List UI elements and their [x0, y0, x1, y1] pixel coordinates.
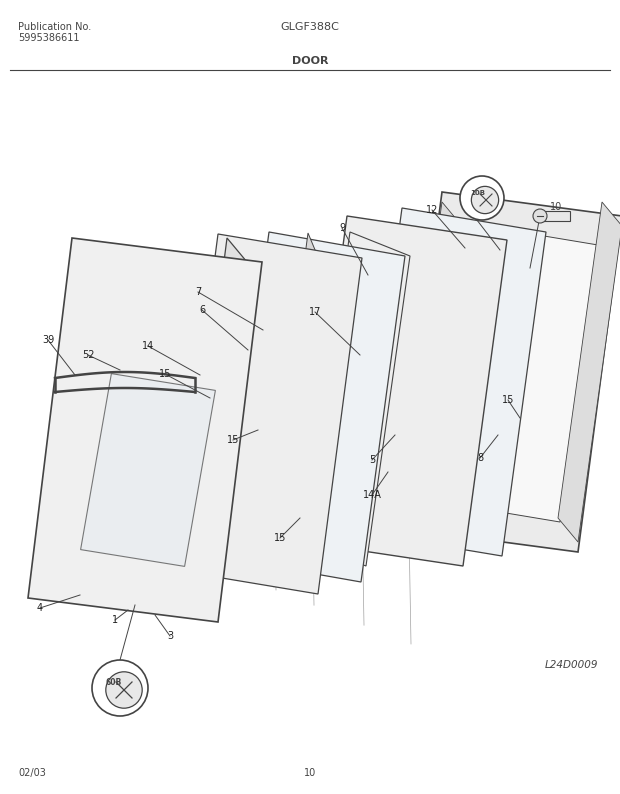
Text: 17: 17 [309, 307, 321, 317]
Text: DOOR: DOOR [292, 56, 328, 66]
Text: 6: 6 [199, 305, 205, 315]
Text: 8: 8 [477, 453, 483, 463]
Polygon shape [303, 216, 507, 566]
Polygon shape [416, 222, 604, 522]
Text: GLGF388C: GLGF388C [281, 22, 339, 32]
Polygon shape [306, 232, 410, 566]
Polygon shape [225, 232, 405, 582]
Text: 39: 39 [42, 335, 54, 345]
Circle shape [471, 187, 498, 214]
Text: 4: 4 [37, 603, 43, 613]
Circle shape [460, 176, 504, 220]
Polygon shape [540, 211, 570, 221]
Text: 5: 5 [369, 455, 375, 465]
Text: L24D0009: L24D0009 [545, 660, 598, 670]
Text: 14: 14 [142, 341, 154, 351]
Polygon shape [81, 374, 215, 566]
Polygon shape [398, 192, 620, 552]
Text: 02/03: 02/03 [18, 768, 46, 778]
Circle shape [533, 209, 547, 223]
Text: 10: 10 [304, 768, 316, 778]
Text: 14A: 14A [363, 490, 381, 500]
Text: 12: 12 [426, 205, 438, 215]
Text: 15: 15 [274, 533, 286, 543]
Polygon shape [28, 238, 262, 622]
Text: 60B: 60B [106, 678, 122, 687]
Text: 15: 15 [502, 395, 514, 405]
Text: 15: 15 [227, 435, 239, 445]
Polygon shape [264, 233, 318, 587]
Text: 7: 7 [195, 287, 201, 297]
Text: Publication No.: Publication No. [18, 22, 91, 32]
Polygon shape [183, 238, 247, 606]
Text: 1: 1 [112, 615, 118, 625]
Text: 10B: 10B [470, 190, 485, 196]
Circle shape [106, 672, 142, 708]
Circle shape [92, 660, 148, 716]
Text: 10: 10 [550, 202, 562, 212]
Polygon shape [558, 202, 620, 542]
Text: 3: 3 [167, 631, 173, 641]
Polygon shape [398, 202, 462, 542]
Polygon shape [358, 208, 546, 556]
Text: 52: 52 [82, 350, 94, 360]
Polygon shape [174, 234, 362, 594]
Text: 9: 9 [339, 223, 345, 233]
Text: 15: 15 [159, 369, 171, 379]
Text: 5995386611: 5995386611 [18, 33, 79, 43]
Text: eReplacementParts.com: eReplacementParts.com [250, 415, 370, 425]
